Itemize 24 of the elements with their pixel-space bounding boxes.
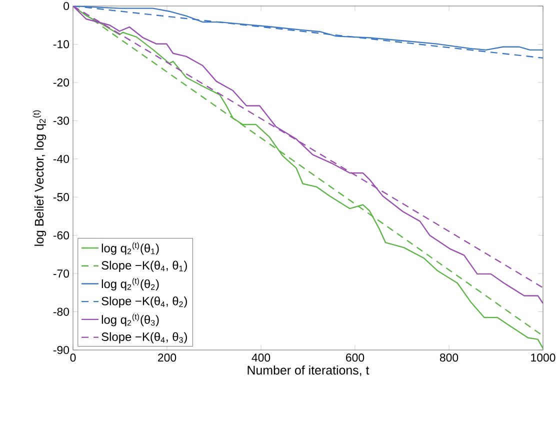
y-tick-label: -20 — [53, 78, 70, 86]
x-tick-label: 0 — [70, 354, 76, 362]
legend-label: log q$_{2}$$^{(t)}$(θ$_{3}$) — [102, 314, 159, 326]
y-tick-label: 0 — [64, 2, 70, 10]
x-tick-label: 600 — [346, 354, 364, 362]
x-tick-label: 200 — [158, 354, 176, 362]
y-tick-label: -80 — [53, 308, 70, 316]
y-axis-title: log Belief Vector, log q$_{2}$(t) — [32, 110, 46, 246]
legend-label: log q$_{2}$$^{(t)}$(θ$_{1}$) — [102, 242, 159, 255]
y-tick-label: -70 — [53, 270, 70, 278]
x-axis-title: Number of iterations, t — [248, 365, 370, 376]
x-tick-label: 400 — [252, 354, 270, 362]
y-tick-label: -60 — [53, 231, 70, 240]
legend-label: Slope −K(θ$_{4}$, θ$_{2}$) — [102, 296, 187, 308]
y-tick-label: -50 — [53, 193, 70, 202]
legend-label: log q$_{2}$$^{(t)}$(θ$_{2}$) — [102, 278, 159, 291]
legend-label: Slope −K(θ$_{4}$, θ$_{3}$) — [102, 332, 187, 344]
y-tick-label: -90 — [53, 346, 70, 354]
y-tick-label: -30 — [53, 116, 70, 125]
x-tick-label: 800 — [440, 354, 458, 362]
x-tick-label: 1000 — [531, 354, 556, 362]
y-tick-label: -10 — [53, 40, 70, 48]
y-tick-label: -40 — [53, 154, 70, 163]
legend-label: Slope −K(θ$_{4}$, θ$_{1}$) — [102, 260, 187, 272]
